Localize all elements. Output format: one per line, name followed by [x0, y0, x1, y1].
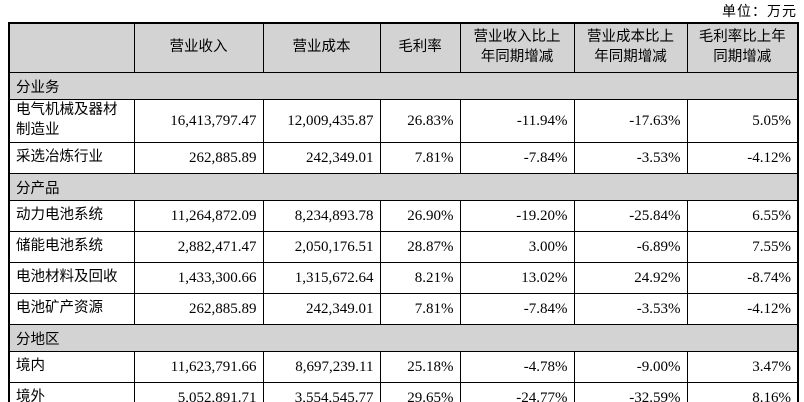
unit-label: 单位：万元	[722, 5, 797, 20]
cell-cost-yoy: -17.63%	[573, 99, 688, 143]
cell-cost: 8,234,893.78	[262, 200, 381, 232]
header-cell-revenue-yoy: 营业收入比上 年同期增减	[459, 22, 575, 73]
cell-revenue: 2,882,471.47	[133, 231, 264, 263]
row-label: 境内	[8, 351, 135, 383]
row-label: 境外	[8, 382, 135, 402]
cell-cost-yoy: -3.53%	[573, 293, 688, 325]
cell-revenue-yoy: -11.94%	[459, 99, 575, 143]
cell-margin-yoy: 7.55%	[686, 231, 799, 263]
cell-revenue: 262,885.89	[133, 293, 264, 325]
cell-margin-yoy: -4.12%	[686, 142, 799, 174]
section-row-by-region: 分地区	[8, 324, 799, 352]
cell-revenue: 5,052,891.71	[133, 382, 264, 402]
section-row-by-product: 分产品	[8, 173, 799, 201]
cell-margin-yoy: 8.16%	[686, 382, 799, 402]
row-label: 电池矿产资源	[8, 293, 135, 325]
cell-revenue-yoy: -7.84%	[459, 293, 575, 325]
cell-cost: 12,009,435.87	[262, 99, 381, 143]
cell-gross-margin: 25.18%	[379, 351, 461, 383]
cell-cost: 2,050,176.51	[262, 231, 381, 263]
cell-revenue-yoy: 3.00%	[459, 231, 575, 263]
cell-cost: 8,697,239.11	[262, 351, 381, 383]
row-label: 动力电池系统	[8, 200, 135, 232]
section-title: 分产品	[8, 173, 799, 201]
row-label: 储能电池系统	[8, 231, 135, 263]
cell-gross-margin: 7.81%	[379, 293, 461, 325]
cell-cost: 242,349.01	[262, 293, 381, 325]
cell-margin-yoy: 3.47%	[686, 351, 799, 383]
cell-cost: 242,349.01	[262, 142, 381, 174]
cell-gross-margin: 29.65%	[379, 382, 461, 402]
table-row-battery-materials: 电池材料及回收 1,433,300.66 1,315,672.64 8.21% …	[8, 262, 799, 294]
header-cell-gross-margin: 毛利率	[379, 22, 461, 73]
header-cell-cost: 营业成本	[262, 22, 381, 73]
cell-margin-yoy: -4.12%	[686, 293, 799, 325]
cell-margin-yoy: 6.55%	[686, 200, 799, 232]
cell-cost-yoy: -25.84%	[573, 200, 688, 232]
cell-revenue-yoy: -4.78%	[459, 351, 575, 383]
cell-gross-margin: 26.90%	[379, 200, 461, 232]
cell-revenue: 11,623,791.66	[133, 351, 264, 383]
cell-revenue: 262,885.89	[133, 142, 264, 174]
cell-cost-yoy: 24.92%	[573, 262, 688, 294]
cell-cost-yoy: -6.89%	[573, 231, 688, 263]
section-title: 分地区	[8, 324, 799, 352]
cell-revenue-yoy: -24.77%	[459, 382, 575, 402]
cell-revenue-yoy: -7.84%	[459, 142, 575, 174]
cell-gross-margin: 7.81%	[379, 142, 461, 174]
row-label: 电池材料及回收	[8, 262, 135, 294]
cell-cost: 1,315,672.64	[262, 262, 381, 294]
cell-revenue-yoy: 13.02%	[459, 262, 575, 294]
header-cell-cost-yoy: 营业成本比上 年同期增减	[573, 22, 688, 73]
table-row-power-battery: 动力电池系统 11,264,872.09 8,234,893.78 26.90%…	[8, 200, 799, 232]
cell-cost-yoy: -3.53%	[573, 142, 688, 174]
cell-revenue: 16,413,797.47	[133, 99, 264, 143]
table-row-energy-storage: 储能电池系统 2,882,471.47 2,050,176.51 28.87% …	[8, 231, 799, 263]
cell-revenue-yoy: -19.20%	[459, 200, 575, 232]
cell-margin-yoy: -8.74%	[686, 262, 799, 294]
table-row-battery-minerals: 电池矿产资源 262,885.89 242,349.01 7.81% -7.84…	[8, 293, 799, 325]
table-row-electrical-machinery: 电气机械及器材制造业 16,413,797.47 12,009,435.87 2…	[8, 99, 799, 143]
header-row: 营业收入 营业成本 毛利率 营业收入比上 年同期增减 营业成本比上 年同期增减 …	[8, 22, 799, 73]
cell-gross-margin: 8.21%	[379, 262, 461, 294]
header-cell-blank	[8, 22, 135, 73]
cell-cost: 3,554,545.77	[262, 382, 381, 402]
row-label: 电气机械及器材制造业	[8, 99, 135, 143]
segment-financial-table: 营业收入 营业成本 毛利率 营业收入比上 年同期增减 营业成本比上 年同期增减 …	[8, 22, 799, 402]
table-row-domestic: 境内 11,623,791.66 8,697,239.11 25.18% -4.…	[8, 351, 799, 383]
cell-revenue: 11,264,872.09	[133, 200, 264, 232]
section-title: 分业务	[8, 72, 799, 100]
row-label: 采选冶炼行业	[8, 142, 135, 174]
header-cell-revenue: 营业收入	[133, 22, 264, 73]
cell-gross-margin: 26.83%	[379, 99, 461, 143]
table-row-mining-smelting: 采选冶炼行业 262,885.89 242,349.01 7.81% -7.84…	[8, 142, 799, 174]
table-row-overseas: 境外 5,052,891.71 3,554,545.77 29.65% -24.…	[8, 382, 799, 402]
cell-margin-yoy: 5.05%	[686, 99, 799, 143]
header-cell-margin-yoy: 毛利率比上年 同期增减	[686, 22, 799, 73]
cell-revenue: 1,433,300.66	[133, 262, 264, 294]
cell-gross-margin: 28.87%	[379, 231, 461, 263]
cell-cost-yoy: -9.00%	[573, 351, 688, 383]
cell-cost-yoy: -32.59%	[573, 382, 688, 402]
section-row-by-business: 分业务	[8, 72, 799, 100]
